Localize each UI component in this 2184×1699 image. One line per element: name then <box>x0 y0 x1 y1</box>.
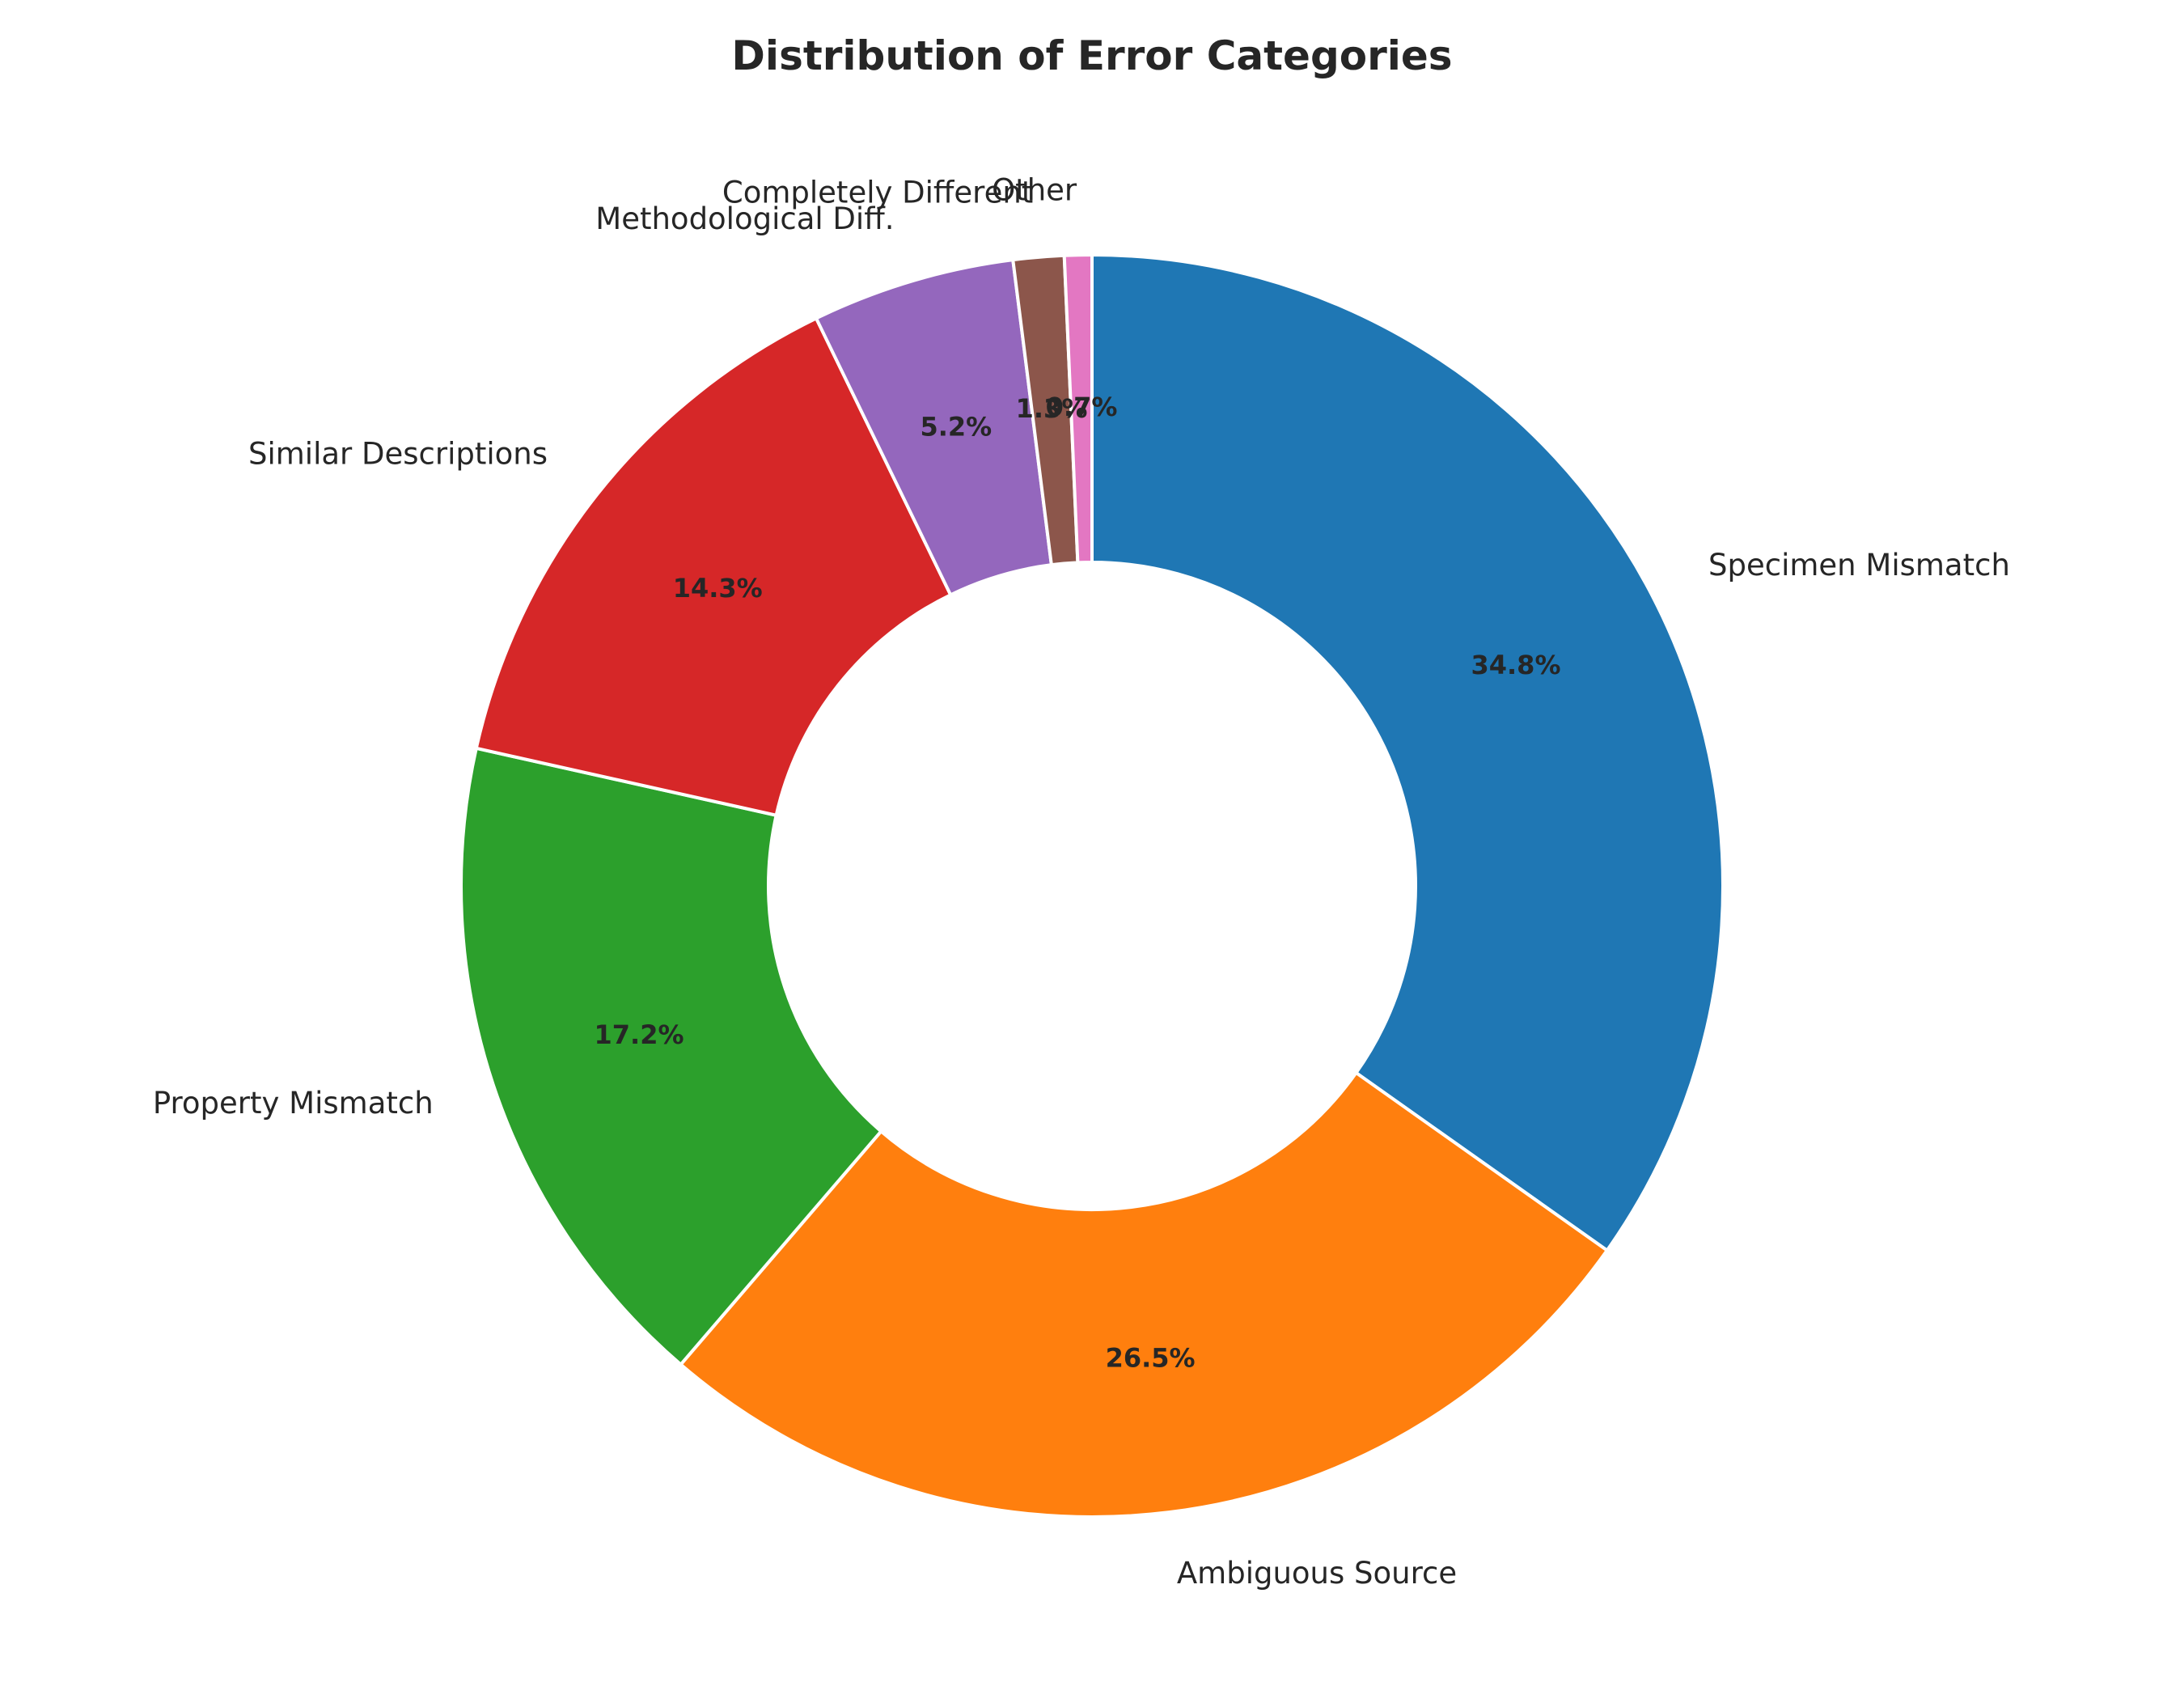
percent-label-specimen-mismatch: 34.8% <box>1471 650 1560 680</box>
category-label-group: Specimen Mismatch Ambiguous Source Propert… <box>153 173 2010 1591</box>
percent-label-property-mismatch: 17.2% <box>595 1019 684 1050</box>
percent-label-similar-descriptions: 14.3% <box>673 573 763 604</box>
category-label-similar-descriptions: Similar Descriptions <box>248 436 548 471</box>
slice-group <box>459 252 1725 1519</box>
chart-title: Distribution of Error Categories <box>731 32 1452 79</box>
percent-label-methodological-diff: 5.2% <box>920 411 992 442</box>
percent-label-other: 0.7% <box>1046 392 1118 422</box>
category-label-methodological-diff: Methodological Diff. <box>595 201 894 236</box>
category-label-specimen-mismatch: Specimen Mismatch <box>1708 548 2010 583</box>
slice-specimen-mismatch <box>1090 252 1725 1253</box>
slice-ambiguous-source <box>678 1070 1610 1519</box>
category-label-other: Other <box>992 173 1077 208</box>
category-label-ambiguous-source: Ambiguous Source <box>1177 1556 1457 1591</box>
slice-similar-descriptions <box>474 316 953 818</box>
percent-label-group: 34.8% 26.5% 17.2% 14.3% 5.2% 1.3%0.7% <box>595 392 1561 1373</box>
slice-property-mismatch <box>459 746 884 1367</box>
percent-label-ambiguous-source: 26.5% <box>1106 1343 1196 1374</box>
category-label-completely-different: Completely Different <box>722 176 1033 210</box>
category-label-property-mismatch: Property Mismatch <box>153 1086 434 1121</box>
percent-label-completely-different: 1.3% <box>1016 393 1088 424</box>
slice-other <box>1062 252 1094 565</box>
